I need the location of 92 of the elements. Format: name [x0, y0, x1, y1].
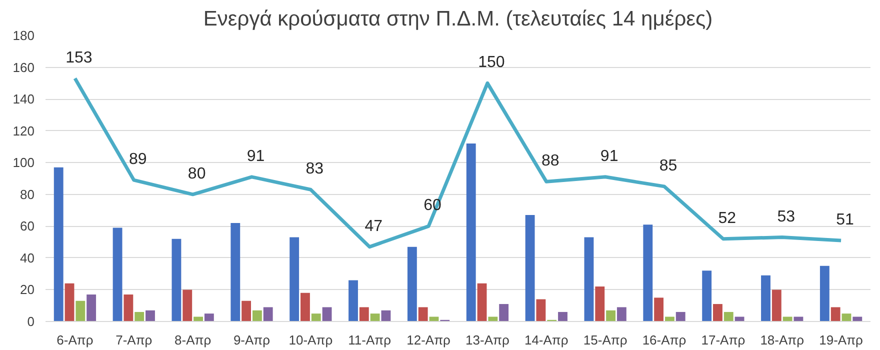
y-tick-label: 20 — [20, 282, 35, 298]
bar — [713, 304, 722, 322]
bar — [418, 307, 428, 322]
bar — [146, 310, 155, 322]
bar — [76, 300, 86, 322]
bar — [194, 316, 203, 322]
y-tick-label: 140 — [12, 92, 35, 107]
data-label: 153 — [66, 49, 92, 66]
bar — [381, 310, 391, 322]
x-tick-label: 16-Απρ — [642, 332, 686, 348]
data-label: 91 — [246, 148, 265, 165]
bar — [525, 215, 535, 322]
x-tick-label: 9-Απρ — [233, 332, 270, 348]
data-label: 80 — [188, 165, 206, 182]
bar — [134, 312, 144, 322]
y-tick-label: 120 — [12, 123, 35, 138]
bar — [322, 307, 332, 322]
bar — [616, 307, 626, 322]
bar — [852, 316, 862, 322]
x-tick-label: 19-Απρ — [819, 332, 863, 348]
bar — [606, 310, 616, 322]
bar — [182, 290, 192, 322]
data-label: 53 — [777, 208, 796, 226]
bar — [230, 222, 240, 322]
bar — [734, 316, 744, 322]
x-tick-label: 7-Απρ — [116, 332, 152, 348]
bar — [407, 246, 417, 322]
bar — [64, 283, 74, 322]
x-tick-label: 15-Απρ — [583, 332, 628, 348]
bar — [370, 314, 380, 322]
data-label: 88 — [541, 152, 560, 170]
bar — [124, 294, 134, 322]
data-label: 47 — [364, 218, 383, 235]
bar — [830, 307, 840, 322]
bar — [290, 237, 300, 322]
data-label: 89 — [128, 151, 147, 168]
y-tick-label: 160 — [12, 60, 35, 75]
bar — [172, 238, 182, 322]
y-tick-label: 0 — [27, 314, 35, 329]
y-tick-label: 60 — [20, 218, 35, 234]
y-tick-label: 100 — [12, 155, 35, 170]
y-tick-label: 40 — [20, 250, 35, 266]
bar — [676, 312, 686, 322]
bar — [558, 312, 568, 322]
bar — [842, 314, 852, 322]
x-tick-label: 14-Απρ — [524, 332, 568, 348]
bar — [702, 270, 712, 322]
bar — [595, 286, 605, 322]
data-label: 52 — [718, 210, 736, 227]
x-tick-label: 10-Απρ — [288, 332, 333, 348]
bar — [86, 294, 96, 322]
bar — [820, 266, 830, 322]
x-tick-label: 11-Απρ — [348, 332, 392, 348]
bar — [263, 307, 273, 322]
bar — [536, 299, 546, 322]
bar — [359, 307, 369, 322]
x-tick-label: 13-Απρ — [466, 332, 510, 348]
bar — [477, 283, 487, 322]
bar — [54, 167, 64, 322]
data-label: 51 — [836, 211, 854, 228]
bar — [300, 292, 310, 322]
bar — [242, 300, 252, 322]
bar — [488, 316, 498, 322]
bar — [499, 304, 509, 322]
bar — [348, 280, 358, 322]
bar — [112, 228, 122, 322]
bar — [724, 312, 734, 322]
bar — [761, 275, 770, 322]
x-tick-label: 12-Απρ — [406, 332, 450, 348]
x-tick-label: 18-Απρ — [760, 332, 804, 348]
bar — [204, 314, 214, 322]
chart-title: Ενεργά κρούσματα στην Π.Δ.Μ. (τελευταίες 14 ημέρες) — [203, 8, 713, 30]
bar — [252, 310, 262, 322]
data-label: 83 — [306, 160, 324, 178]
x-tick-label: 8-Απρ — [174, 332, 212, 348]
y-tick-label: 180 — [12, 28, 35, 43]
bar — [466, 144, 476, 322]
bar — [794, 316, 804, 322]
bar — [643, 224, 653, 322]
bar — [311, 314, 321, 322]
bar — [772, 290, 782, 322]
bar — [664, 316, 674, 322]
bar — [782, 316, 792, 322]
x-tick-label: 17-Απρ — [701, 332, 746, 348]
data-label: 85 — [659, 157, 678, 174]
data-label: 91 — [600, 148, 618, 165]
x-tick-label: 6-Απρ — [56, 332, 94, 348]
bar — [654, 298, 664, 322]
y-tick-label: 80 — [20, 186, 35, 202]
data-label: 150 — [478, 54, 505, 72]
bar — [584, 237, 594, 322]
bar — [429, 316, 439, 322]
